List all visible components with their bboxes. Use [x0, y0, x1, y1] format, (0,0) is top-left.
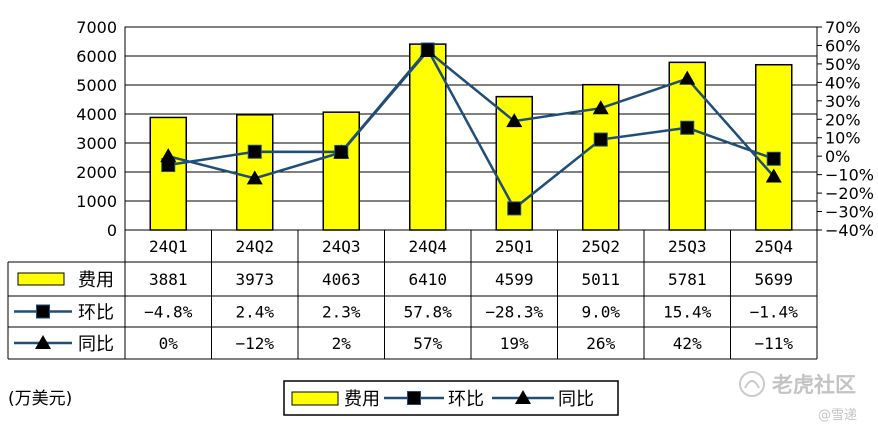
y-tick-label: 7000 [76, 18, 117, 37]
cell-费用-25Q3: 5781 [668, 270, 707, 289]
bar-24Q3 [322, 111, 360, 231]
bar-24Q1 [149, 116, 187, 231]
row-label-费用: 费用 [78, 270, 114, 291]
legend-marker-同比 [515, 390, 531, 404]
y2-tick-label: 50% [825, 55, 861, 74]
legend-key-费用 [291, 391, 339, 406]
cell-费用-25Q2: 5011 [581, 270, 620, 289]
cell-同比-24Q1: 0% [159, 334, 179, 353]
cell-环比-25Q3: 15.4% [663, 303, 712, 322]
cell-环比-25Q2: 9.0% [581, 303, 620, 322]
row-label-同比: 同比 [78, 334, 114, 355]
bar-series [149, 43, 793, 231]
cell-费用-24Q3: 4063 [322, 270, 361, 289]
legend: 费用 环比 同比 [283, 380, 619, 416]
cell-环比-24Q2: 2.4% [235, 303, 274, 322]
point-同比-25Q1 [506, 113, 523, 128]
point-环比-24Q2 [247, 144, 262, 159]
y-tick-label: 2000 [76, 163, 117, 182]
y-tick-label: 5000 [76, 76, 117, 95]
legend-marker-同比 [35, 335, 51, 349]
point-环比-25Q1 [507, 201, 522, 216]
point-环比-25Q4 [766, 151, 781, 166]
legend-item-同比: 同比 [558, 389, 594, 410]
point-环比-25Q2 [593, 132, 608, 147]
cell-环比-25Q1: −28.3% [485, 303, 543, 322]
legend-item-环比: 环比 [448, 389, 484, 410]
point-同比-24Q4 [419, 42, 436, 57]
category-label: 25Q2 [581, 237, 620, 256]
y2-tick-label: 20% [825, 110, 861, 129]
point-同比-25Q4 [765, 168, 782, 183]
y2-tick-label: 30% [825, 92, 861, 111]
category-label: 24Q4 [408, 237, 447, 256]
legend-marker-环比 [36, 304, 50, 319]
point-同比-24Q1 [160, 148, 177, 163]
y2-tick-label: 10% [825, 129, 861, 148]
cell-环比-24Q3: 2.3% [322, 303, 361, 322]
y2-tick-label: 70% [825, 18, 861, 37]
y2-tick-label: −10% [825, 166, 874, 185]
cell-环比-24Q1: −4.8% [144, 303, 193, 322]
point-同比-24Q3 [333, 144, 350, 159]
line-环比 [168, 47, 775, 211]
cell-同比-24Q3: 2% [332, 334, 352, 353]
y-tick-label: 6000 [76, 47, 117, 66]
watermark: 老虎社区 @雪递 [739, 371, 857, 423]
point-环比-25Q3 [680, 120, 695, 135]
y-tick-label: 1000 [76, 192, 117, 211]
y2-tick-label: 40% [825, 73, 861, 92]
watermark-sub: @雪递 [818, 408, 857, 423]
cell-费用-24Q1: 3881 [149, 270, 188, 289]
watermark-logo-icon [739, 371, 765, 397]
cell-费用-25Q1: 4599 [495, 270, 534, 289]
cell-环比-25Q4: −1.4% [750, 303, 799, 322]
y-tick-label: 0 [107, 221, 117, 240]
point-同比-25Q3 [679, 70, 696, 85]
cell-费用-24Q2: 3973 [235, 270, 274, 289]
category-label: 24Q2 [235, 237, 274, 256]
cell-同比-25Q4: −11% [754, 334, 793, 353]
y2-tick-label: 60% [825, 36, 861, 55]
cell-费用-24Q4: 6410 [408, 270, 447, 289]
cell-环比-24Q4: 57.8% [404, 303, 453, 322]
cell-同比-25Q3: 42% [673, 334, 702, 353]
category-label: 25Q1 [495, 237, 534, 256]
category-label: 25Q3 [668, 237, 707, 256]
category-label: 24Q3 [322, 237, 361, 256]
data-table: 24Q1 24Q2 24Q3 24Q4 25Q1 25Q2 25Q3 25Q4 费用 3881 39… [7, 230, 818, 360]
bar-25Q3 [668, 61, 706, 231]
unit-label: (万美元) [8, 389, 72, 409]
line-series [160, 42, 782, 216]
bar-25Q4 [755, 63, 793, 231]
line-同比 [167, 49, 775, 180]
y-tick-label: 4000 [76, 105, 117, 124]
legend-item-费用: 费用 [344, 389, 380, 410]
point-同比-24Q2 [246, 170, 263, 185]
y2-tick-label: 0% [825, 147, 850, 166]
cell-同比-25Q1: 19% [500, 334, 529, 353]
category-label: 25Q4 [754, 237, 793, 256]
category-label: 24Q1 [149, 237, 188, 256]
cell-费用-25Q4: 5699 [754, 270, 793, 289]
y2-tick-label: −40% [825, 221, 874, 240]
legend-marker-环比 [407, 391, 421, 405]
cell-同比-25Q2: 26% [586, 334, 615, 353]
y2-tick-label: −30% [825, 203, 874, 222]
legend-key-费用 [17, 272, 65, 286]
y2-tick-label: −20% [825, 184, 874, 203]
axes: 0 1000 2000 3000 4000 5000 6000 7000 −40%−30%−20… [76, 18, 874, 240]
legend-box [283, 380, 619, 416]
cell-同比-24Q4: 57% [413, 334, 442, 353]
y-tick-label: 3000 [76, 134, 117, 153]
row-label-环比: 环比 [78, 303, 114, 324]
watermark-text: 老虎社区 [772, 373, 856, 397]
point-同比-25Q2 [592, 100, 609, 115]
cell-同比-24Q2: −12% [235, 334, 274, 353]
